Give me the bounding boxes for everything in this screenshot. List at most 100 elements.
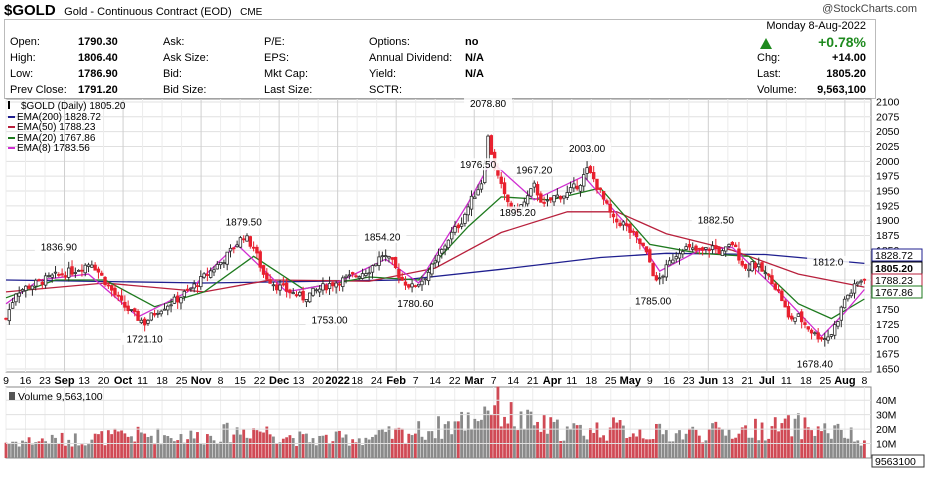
- volume-bar: [153, 444, 156, 458]
- volume-bar: [456, 421, 460, 458]
- price-candle: [284, 282, 289, 292]
- volume-bar: [437, 416, 440, 458]
- volume-bar: [278, 442, 282, 458]
- volume-bar: [192, 438, 196, 458]
- price-candle: [443, 245, 447, 250]
- quote-value: 1790.30: [78, 36, 118, 48]
- legend-label: EMA(50) 1788.23: [17, 122, 96, 133]
- volume-bar: [209, 435, 213, 458]
- price-candle: [179, 297, 183, 304]
- annotation-bg: [120, 332, 169, 345]
- volume-bar: [800, 439, 804, 458]
- price-candle: [823, 338, 827, 340]
- up-arrow-icon: [760, 38, 772, 49]
- price-flag: [871, 285, 923, 299]
- price-candle: [733, 244, 738, 248]
- price-candle: [496, 169, 500, 176]
- price-candle: [737, 248, 741, 261]
- volume-bar: [641, 438, 645, 458]
- volume-bar: [816, 426, 820, 458]
- price-candle: [76, 269, 81, 272]
- quote-label: Chg:: [757, 52, 781, 64]
- volume-bar: [833, 425, 837, 458]
- price-candle: [423, 278, 427, 281]
- x-tick-label: 23: [39, 375, 51, 387]
- volume-bar: [166, 436, 170, 458]
- legend-entry: EMA(8) 1783.56: [8, 143, 126, 155]
- volume-bar: [846, 438, 850, 458]
- price-candle: [453, 226, 457, 233]
- volume-bar: [862, 440, 866, 458]
- x-tick-label: 13: [722, 375, 734, 387]
- volume-bar: [324, 434, 328, 458]
- ema-line: [5, 187, 865, 320]
- price-flag: [871, 248, 923, 262]
- price-candle: [129, 309, 134, 311]
- legend-swatch: [8, 136, 15, 139]
- price-candle: [588, 166, 593, 174]
- price-candle: [648, 249, 652, 263]
- price-candle: [615, 218, 619, 223]
- volume-bar: [11, 441, 15, 458]
- volume-bar: [605, 440, 609, 458]
- volume-bar: [229, 442, 232, 458]
- price-candle: [420, 280, 424, 286]
- volume-bar: [110, 434, 114, 458]
- price-candle: [14, 293, 18, 303]
- price-candle: [156, 312, 160, 315]
- volume-tick-label: 30M: [876, 410, 896, 422]
- volume-bar: [172, 441, 176, 458]
- price-candle: [605, 200, 609, 204]
- volume-tick-label: 40M: [876, 395, 896, 407]
- price-candle: [796, 313, 801, 317]
- price-annotation: 1721.10: [127, 334, 164, 345]
- x-tick-label: Apr: [543, 375, 563, 387]
- price-candle: [390, 257, 394, 260]
- price-candle: [714, 245, 718, 249]
- volume-bar: [744, 425, 747, 458]
- volume-bar: [27, 437, 31, 458]
- price-candle: [199, 276, 203, 288]
- volume-bar: [31, 444, 34, 458]
- price-candle: [317, 288, 322, 293]
- price-candle: [826, 336, 830, 341]
- volume-bar: [615, 422, 619, 458]
- volume-bar: [404, 442, 407, 458]
- price-candle: [535, 184, 540, 196]
- volume-bar: [829, 438, 833, 458]
- x-tick-label: Mar: [464, 375, 484, 387]
- volume-bar: [532, 425, 536, 458]
- legend-entry: EMA(200) 1828.72: [8, 112, 126, 124]
- x-tick-label: 18: [351, 375, 363, 387]
- volume-bar: [281, 438, 285, 458]
- quote-label: Yield:: [369, 68, 397, 80]
- volume-bar: [466, 412, 470, 458]
- price-candle: [506, 194, 510, 203]
- volume-bar: [219, 441, 222, 458]
- quote-label: Open:: [10, 36, 40, 48]
- price-candle: [522, 201, 527, 208]
- price-candle: [67, 267, 71, 278]
- volume-bar: [285, 437, 289, 458]
- volume-bar: [288, 435, 292, 458]
- x-tick-label: Jul: [759, 375, 775, 387]
- price-candle: [261, 265, 266, 275]
- x-tick-label: 9: [3, 375, 9, 387]
- price-candle: [720, 250, 725, 256]
- price-candle: [100, 272, 104, 276]
- price-annotation: 1780.60: [397, 299, 434, 310]
- x-tick-label: 14: [429, 375, 441, 387]
- volume-bar: [796, 413, 800, 458]
- x-tick-label: 18: [585, 375, 597, 387]
- volume-bar: [476, 421, 480, 458]
- volume-bar: [311, 438, 315, 458]
- volume-bar: [120, 430, 123, 458]
- price-candle: [694, 245, 698, 251]
- volume-icon: [9, 392, 15, 400]
- price-candle: [86, 264, 91, 267]
- annotation-bg: [34, 241, 83, 254]
- volume-bar: [843, 437, 846, 458]
- price-candle: [27, 285, 31, 289]
- price-candle: [707, 248, 711, 252]
